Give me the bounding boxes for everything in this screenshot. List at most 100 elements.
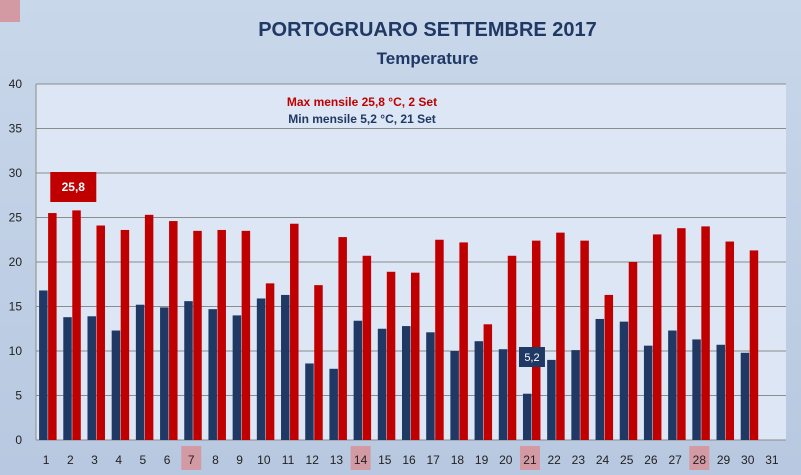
x-tick-label: 30 — [741, 453, 755, 467]
bar — [604, 294, 614, 440]
annotation-min-text: Min mensile 5,2 °C, 21 Set — [288, 112, 436, 126]
y-tick-label: 30 — [9, 166, 23, 180]
bar — [169, 221, 178, 440]
bar — [435, 239, 444, 440]
x-tick-label: 18 — [451, 453, 465, 467]
bar — [643, 345, 653, 440]
bar — [483, 324, 493, 440]
x-tick-label: 13 — [330, 453, 344, 467]
bar — [740, 352, 750, 440]
min-label-box — [518, 347, 545, 367]
x-tick-label: 3 — [91, 453, 98, 467]
bar — [241, 230, 251, 440]
bar — [305, 363, 314, 440]
bar — [338, 237, 347, 440]
x-tick-label: 19 — [475, 453, 489, 467]
x-tick-label: 25 — [620, 453, 634, 467]
min-data-label: 5,2 — [524, 352, 539, 364]
x-tick-label: 24 — [596, 453, 610, 467]
max-label-box — [50, 172, 97, 202]
x-tick-label: 22 — [547, 453, 561, 467]
bar — [290, 223, 299, 440]
bar — [716, 344, 726, 440]
bar — [522, 393, 532, 440]
bar — [402, 326, 411, 440]
x-tick-label: 4 — [115, 453, 122, 467]
bar — [701, 226, 710, 440]
x-tick-highlight — [519, 446, 540, 470]
bar — [314, 285, 323, 440]
bar — [619, 321, 629, 440]
bar — [144, 214, 154, 440]
bar — [547, 359, 556, 440]
x-tick-label: 31 — [765, 453, 779, 467]
bar — [39, 290, 48, 440]
bar — [329, 368, 338, 440]
y-tick-label: 25 — [9, 211, 23, 225]
y-tick-label: 20 — [9, 255, 23, 269]
x-tick-label: 23 — [572, 453, 586, 467]
y-tick-label: 15 — [9, 300, 23, 314]
bar — [63, 317, 72, 440]
chart-title: PORTOGRUARO SETTEMBRE 2017 — [258, 19, 597, 41]
x-tick-label: 5 — [140, 453, 147, 467]
bar — [531, 240, 541, 440]
x-tick-label: 9 — [236, 453, 243, 467]
max-data-label: 25,8 — [62, 180, 86, 194]
bar — [749, 250, 759, 440]
bar — [450, 351, 459, 440]
bar — [265, 283, 275, 440]
bar — [72, 210, 81, 440]
y-tick-label: 0 — [15, 433, 22, 447]
bar — [184, 301, 193, 440]
y-tick-label: 10 — [9, 344, 23, 358]
bar — [48, 213, 57, 440]
bar — [256, 298, 266, 440]
x-tick-label: 11 — [282, 453, 295, 467]
bar — [426, 332, 435, 440]
bar — [595, 318, 605, 440]
x-tick-label: 27 — [668, 453, 682, 467]
chart-subtitle: Temperature — [376, 49, 479, 68]
bar — [217, 229, 226, 440]
bar — [111, 330, 121, 440]
y-tick-label: 40 — [9, 77, 23, 91]
bar — [120, 229, 130, 440]
bar — [96, 225, 105, 440]
y-tick-label: 35 — [9, 122, 23, 136]
bar — [160, 307, 169, 440]
bar — [556, 232, 565, 440]
x-tick-label: 12 — [306, 453, 320, 467]
x-tick-label: 16 — [402, 453, 416, 467]
bar — [232, 315, 242, 440]
bar — [411, 272, 420, 440]
bar — [386, 271, 396, 440]
x-tick-label: 29 — [717, 453, 731, 467]
bar — [377, 328, 387, 440]
bar — [580, 240, 589, 440]
x-tick-highlight — [181, 446, 202, 470]
x-tick-label: 2 — [67, 453, 74, 467]
bar — [498, 349, 508, 440]
annotation-max-text: Max mensile 25,8 °C, 2 Set — [287, 95, 437, 109]
bar — [507, 255, 517, 440]
x-tick-label: 14 — [354, 453, 368, 467]
x-tick-label: 1 — [43, 453, 50, 467]
x-tick-label: 10 — [257, 453, 271, 467]
x-tick-label: 21 — [523, 453, 537, 467]
x-tick-label: 28 — [693, 453, 707, 467]
bar — [474, 341, 484, 440]
bar — [353, 320, 363, 440]
bar — [628, 262, 638, 440]
bar — [571, 350, 580, 440]
x-tick-label: 6 — [164, 453, 171, 467]
x-tick-label: 8 — [212, 453, 219, 467]
bar — [459, 242, 468, 440]
bar — [692, 339, 701, 440]
bar — [208, 309, 217, 440]
x-tick-label: 20 — [499, 453, 513, 467]
bar — [193, 230, 202, 440]
bar — [87, 316, 96, 440]
